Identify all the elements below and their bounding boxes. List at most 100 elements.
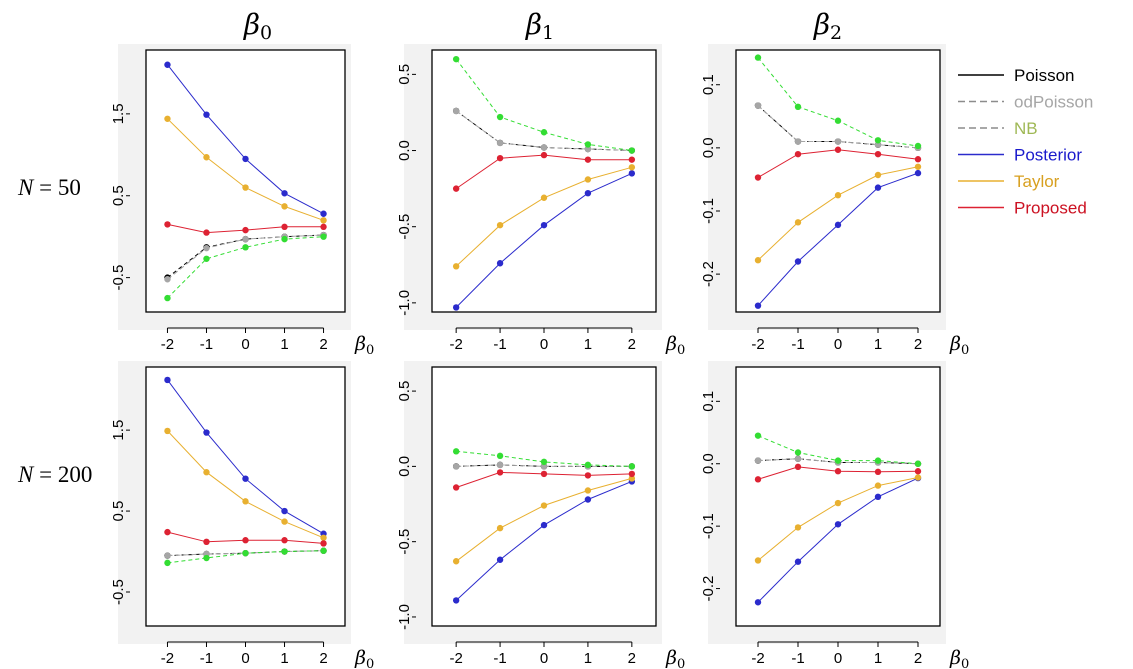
series-point-proposed — [874, 150, 882, 158]
panel: -2 -1 0 1 2 β0-0.50.51.5 — [110, 361, 374, 669]
y-tick-label: 0.5 — [110, 501, 127, 522]
legend-label-odpoisson: odPoisson — [1014, 93, 1093, 112]
series-point-odpoisson — [874, 141, 882, 148]
x-tick-label: 2 — [914, 650, 922, 667]
series-point-proposed — [242, 537, 249, 544]
series-point-nb — [584, 141, 592, 148]
series-point-posterior — [834, 221, 842, 229]
x-tick-label: 0 — [241, 650, 249, 667]
series-point-taylor — [914, 163, 922, 170]
series-point-odpoisson — [452, 463, 460, 470]
series-point-odpoisson — [834, 138, 842, 145]
series-point-odpoisson — [540, 144, 548, 151]
panel: -2 -1 0 1 2 β0-0.50.51.5 — [110, 44, 374, 358]
row-label-variable: N — [17, 175, 35, 200]
y-tick-label: 0.5 — [396, 64, 413, 85]
series-point-nb — [754, 54, 762, 61]
series-point-proposed — [320, 223, 327, 231]
series-point-nb — [874, 457, 882, 464]
y-tick-label: -0.5 — [396, 529, 413, 555]
x-tick-label: 1 — [280, 336, 288, 353]
series-point-taylor — [320, 534, 327, 541]
series-point-proposed — [628, 156, 636, 163]
series-line-odpoisson — [757, 105, 919, 149]
legend-label-proposed: Proposed — [1014, 199, 1087, 218]
series-point-posterior — [834, 521, 842, 528]
y-tick-label: -0.2 — [700, 261, 717, 287]
series-point-nb — [281, 235, 288, 243]
x-tick-label: 2 — [914, 336, 922, 353]
series-point-nb — [452, 448, 460, 455]
series-point-nb — [628, 147, 636, 154]
row-label-value: 50 — [58, 175, 81, 200]
row-label: N = 50 — [17, 175, 81, 200]
column-title-base: β — [243, 8, 260, 41]
series-point-posterior — [496, 260, 504, 267]
series-point-nb — [834, 457, 842, 464]
x-tick-label: 0 — [834, 650, 842, 667]
series-line-nb — [456, 450, 632, 467]
series-point-nb — [874, 137, 882, 144]
series-point-taylor — [584, 487, 592, 494]
y-tick-label: 1.5 — [110, 103, 127, 124]
y-tick-label: 0.0 — [396, 140, 413, 161]
series-point-posterior — [452, 597, 460, 604]
series-point-proposed — [540, 151, 548, 159]
y-tick-label: -0.1 — [700, 198, 717, 224]
x-axis-label-base: β — [354, 333, 366, 355]
series-point-posterior — [242, 475, 249, 482]
series-point-taylor — [834, 192, 842, 199]
series-point-odpoisson — [584, 145, 592, 153]
series-point-taylor — [242, 498, 249, 505]
x-tick-label: 2 — [319, 650, 327, 667]
y-tick-label: 0.5 — [396, 381, 413, 402]
series-point-proposed — [452, 484, 460, 491]
series-point-proposed — [584, 156, 592, 163]
series-point-posterior — [874, 493, 882, 501]
series-point-posterior — [281, 190, 288, 197]
y-tick-label: 0.5 — [110, 185, 127, 206]
row-label-equals: = — [33, 462, 57, 487]
row-label-variable: N — [17, 462, 35, 487]
series-point-odpoisson — [496, 461, 504, 469]
plot-frame — [735, 366, 941, 627]
series-point-posterior — [242, 155, 249, 163]
series-point-proposed — [164, 221, 171, 228]
series-point-nb — [794, 103, 802, 111]
column-titles: β0 β1 β2 — [243, 8, 842, 44]
column-title-base: β — [813, 8, 830, 41]
legend-label-taylor: Taylor — [1014, 172, 1060, 191]
series-point-posterior — [203, 429, 210, 436]
x-tick-label: -2 — [161, 336, 174, 353]
series-point-proposed — [496, 469, 504, 476]
panel: -2 -1 0 1 2 β0-0.2-0.10.00.1 — [700, 44, 969, 358]
x-axis-label: β0 — [665, 647, 685, 669]
series-point-proposed — [242, 226, 249, 234]
series-point-odpoisson — [242, 235, 249, 243]
series-point-taylor — [164, 115, 171, 122]
series-point-proposed — [754, 476, 762, 483]
x-tick-label: -1 — [791, 650, 804, 667]
y-tick-label: -0.5 — [110, 579, 127, 605]
series-point-nb — [496, 452, 504, 460]
row-label: N = 200 — [17, 462, 92, 487]
x-axis-label-sub: 0 — [961, 657, 969, 669]
series-point-taylor — [320, 217, 327, 224]
series-point-proposed — [794, 150, 802, 158]
series-point-taylor — [834, 499, 842, 507]
series-point-taylor — [496, 221, 504, 229]
series-point-taylor — [628, 475, 636, 482]
x-axis-label: β0 — [354, 333, 374, 358]
series-point-posterior — [540, 221, 548, 229]
y-tick-label: -1.0 — [396, 290, 413, 316]
series-line-odpoisson — [456, 464, 632, 467]
panel: -2 -1 0 1 2 β0-1.0-0.50.00.5 — [396, 44, 685, 358]
column-title: β2 — [813, 8, 842, 44]
column-title-sub: 2 — [830, 22, 842, 44]
series-point-nb — [794, 449, 802, 456]
x-axis-label-sub: 0 — [961, 343, 969, 358]
row-label-value: 200 — [58, 462, 93, 487]
legend-label-nb: NB — [1014, 119, 1038, 138]
series-point-nb — [281, 548, 288, 555]
x-tick-label: -2 — [161, 650, 174, 667]
